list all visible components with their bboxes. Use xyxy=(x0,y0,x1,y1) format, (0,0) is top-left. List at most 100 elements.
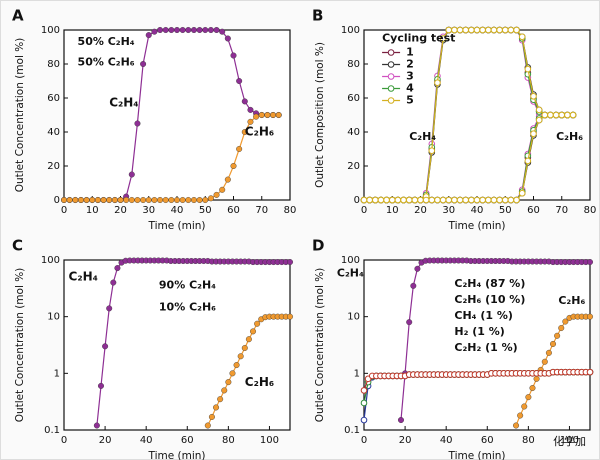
legend-label: 2 xyxy=(406,58,414,71)
y-tick-label: 1 xyxy=(54,368,60,379)
x-tick-label: 100 xyxy=(260,435,279,446)
data-point xyxy=(496,26,503,34)
data-point xyxy=(552,111,560,119)
plot-area xyxy=(63,259,291,431)
data-point xyxy=(162,27,169,34)
data-point xyxy=(490,26,498,34)
data-point xyxy=(507,196,515,204)
data-point xyxy=(586,368,594,376)
data-point xyxy=(564,111,571,119)
data-point xyxy=(61,196,68,203)
data-point xyxy=(254,320,261,327)
annotation: C₂H₄ xyxy=(337,267,364,280)
y-axis-title: Outlet Concentration (mol %) xyxy=(14,268,26,423)
data-point xyxy=(106,305,113,312)
y-tick-label: 20 xyxy=(347,161,360,172)
data-point xyxy=(233,362,240,369)
data-point xyxy=(456,26,464,34)
x-tick-label: 80 xyxy=(584,205,597,216)
data-point xyxy=(128,196,135,203)
data-point xyxy=(229,370,236,377)
data-point xyxy=(230,162,237,169)
data-point xyxy=(541,358,548,365)
data-point xyxy=(270,111,277,118)
data-point xyxy=(558,111,566,119)
data-point xyxy=(462,26,470,34)
data-point xyxy=(410,282,417,289)
x-tick-label: 10 xyxy=(86,205,99,216)
data-point xyxy=(94,196,101,203)
data-point xyxy=(513,26,520,34)
y-tick-label: 100 xyxy=(41,255,60,266)
x-tick-label: 20 xyxy=(414,205,427,216)
data-point xyxy=(529,385,536,392)
data-point xyxy=(157,196,164,203)
y-tick-label: 100 xyxy=(41,25,60,36)
data-point xyxy=(157,27,164,34)
x-tick-label: 0 xyxy=(61,435,67,446)
data-point xyxy=(93,422,100,429)
data-point xyxy=(196,27,203,34)
data-point xyxy=(224,176,231,183)
watermark: 化学加 xyxy=(553,434,586,448)
data-point xyxy=(230,52,237,59)
data-point xyxy=(518,33,526,41)
data-point xyxy=(287,259,294,266)
data-point xyxy=(258,111,265,118)
data-point xyxy=(535,106,543,114)
data-point xyxy=(221,387,228,394)
panel: D Time (min) Outlet Concentration (mol %) 0… xyxy=(312,237,594,460)
data-point xyxy=(168,27,175,34)
x-tick-label: 80 xyxy=(522,435,535,446)
data-point xyxy=(587,259,594,266)
y-tick-label: 40 xyxy=(47,127,60,138)
x-tick-label: 50 xyxy=(499,205,512,216)
data-point xyxy=(473,26,481,34)
data-point xyxy=(513,422,520,429)
legend-title: Cycling test xyxy=(382,32,455,45)
data-point xyxy=(241,128,248,135)
y-tick-label: 10 xyxy=(347,312,360,323)
data-point xyxy=(179,196,186,203)
legend-marker xyxy=(387,61,395,68)
data-point xyxy=(406,319,413,326)
data-point xyxy=(106,196,113,203)
x-tick-label: 60 xyxy=(527,205,540,216)
data-point xyxy=(360,416,368,424)
data-point xyxy=(196,196,203,203)
y-axis-title: Outlet Concentration (mol %) xyxy=(314,268,326,423)
data-point xyxy=(473,196,481,204)
data-point xyxy=(468,196,475,204)
legend-label: 4 xyxy=(406,82,414,95)
panel-label: B xyxy=(312,7,323,25)
x-tick-label: 50 xyxy=(199,205,212,216)
data-point xyxy=(102,343,109,350)
data-point xyxy=(202,196,209,203)
y-tick-label: 0.1 xyxy=(344,425,360,436)
x-tick-label: 0 xyxy=(361,435,367,446)
legend-label: 1 xyxy=(406,46,414,59)
legend-marker xyxy=(387,49,395,56)
y-tick-label: 10 xyxy=(47,312,60,323)
series-label: C₂H₄ xyxy=(69,270,98,284)
data-point xyxy=(97,382,104,389)
x-tick-label: 30 xyxy=(142,205,155,216)
x-tick-label: 20 xyxy=(399,435,412,446)
x-tick-label: 40 xyxy=(171,205,184,216)
data-point xyxy=(145,196,152,203)
data-point xyxy=(490,196,498,204)
data-point xyxy=(501,26,509,34)
y-axis-title: Outlet Composition (mol %) xyxy=(314,42,326,188)
data-point xyxy=(219,186,226,193)
panel: A Time (min) Outlet Concentration (mol %) 0… xyxy=(12,7,296,233)
x-tick-label: 0 xyxy=(61,205,67,216)
annotation: C₂H₄ xyxy=(409,130,436,143)
data-point xyxy=(366,196,373,204)
data-point xyxy=(518,189,526,197)
x-tick-label: 60 xyxy=(181,435,194,446)
data-point xyxy=(439,196,447,204)
data-point xyxy=(72,196,79,203)
data-point xyxy=(236,77,243,84)
x-tick-label: 80 xyxy=(222,435,235,446)
data-point xyxy=(439,35,447,42)
